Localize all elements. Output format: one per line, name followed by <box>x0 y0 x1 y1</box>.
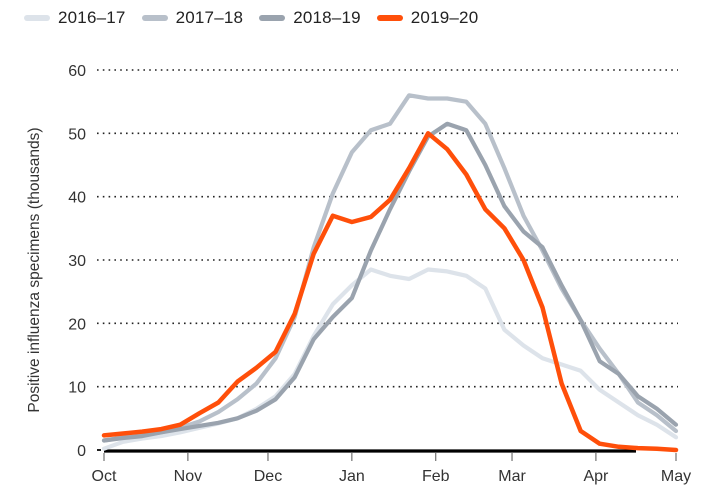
y-tick-label-30: 30 <box>68 253 86 270</box>
legend-label-2016-17: 2016–17 <box>58 8 126 27</box>
legend-label-2019-20: 2019–20 <box>410 8 479 27</box>
series-lines <box>101 93 679 453</box>
legend-label-2017-18: 2017–18 <box>175 8 244 27</box>
y-tick-label-40: 40 <box>68 190 86 207</box>
legend-item-2016-17[interactable]: 2016–17 <box>24 8 126 28</box>
series-line-2016-17 <box>101 267 679 451</box>
legend-item-2019-20[interactable]: 2019–20 <box>376 8 479 28</box>
legend-swatch-2016-17 <box>24 15 50 21</box>
x-tick-label-nov: Nov <box>174 468 202 485</box>
y-axis-ticks: 0 10 20 30 40 50 60 <box>68 63 86 460</box>
legend-item-2017-18[interactable]: 2017–18 <box>141 8 244 28</box>
x-tick-label-feb: Feb <box>422 468 450 485</box>
x-axis: Oct Nov Dec Jan Feb Mar Apr May <box>92 449 691 485</box>
y-tick-label-0: 0 <box>77 443 86 460</box>
x-tick-label-apr: Apr <box>583 468 609 485</box>
legend-swatch-2018-19 <box>259 15 286 21</box>
y-tick-label-20: 20 <box>68 316 86 333</box>
legend: 2016–17 2017–18 2018–19 2019–20 <box>24 8 494 28</box>
y-tick-label-60: 60 <box>68 63 86 80</box>
legend-swatch-2019-20 <box>376 15 403 21</box>
x-tick-label-jan: Jan <box>339 468 365 485</box>
x-tick-label-may: May <box>661 468 691 485</box>
y-axis-label: Positive influenza specimens (thousands) <box>26 127 43 412</box>
y-tick-label-50: 50 <box>68 126 86 143</box>
series-line-2017-18 <box>101 93 679 443</box>
y-tick-label-10: 10 <box>68 380 86 397</box>
x-tick-label-dec: Dec <box>254 468 282 485</box>
legend-label-2018-19: 2018–19 <box>293 8 361 27</box>
series-line-2019-20 <box>101 131 679 453</box>
legend-item-2018-19[interactable]: 2018–19 <box>259 8 361 28</box>
x-tick-label-mar: Mar <box>498 468 526 485</box>
legend-swatch-2017-18 <box>141 15 168 21</box>
gridlines <box>97 69 678 451</box>
x-tick-label-oct: Oct <box>92 468 117 485</box>
series-line-2018-19 <box>101 121 679 443</box>
